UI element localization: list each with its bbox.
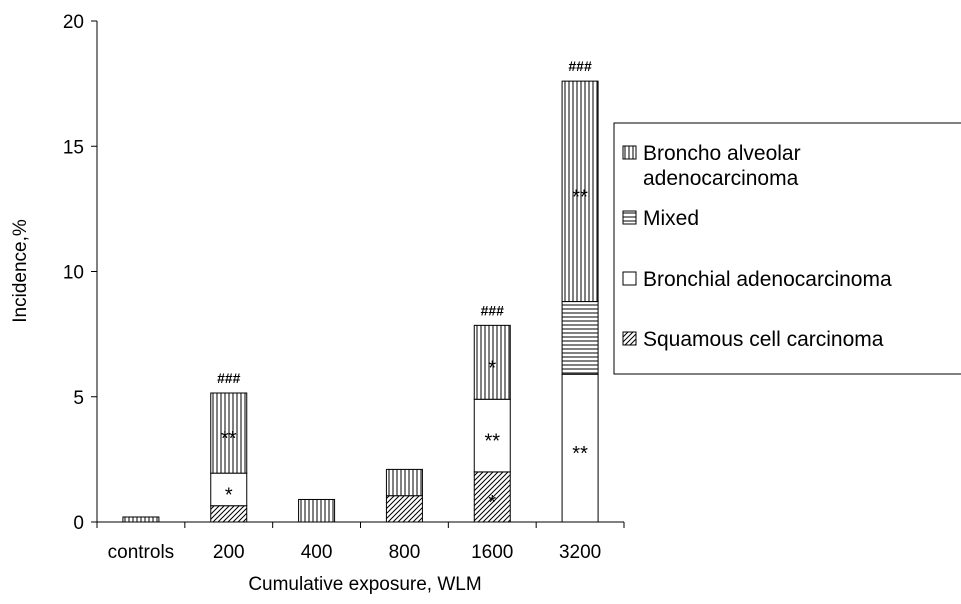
- significance-marker: **: [572, 443, 588, 465]
- legend-swatch: [622, 331, 637, 346]
- significance-marker: *: [225, 484, 233, 506]
- bar-segment: [561, 301, 599, 375]
- legend-label: Broncho alveolar: [643, 142, 801, 165]
- significance-marker: **: [221, 428, 237, 450]
- x-tick-label: 3200: [559, 542, 601, 563]
- legend-label: Mixed: [643, 207, 699, 230]
- bars: [122, 80, 599, 523]
- bar-segment: [210, 392, 248, 474]
- y-tick-label: 20: [63, 12, 84, 33]
- significance-marker: **: [484, 431, 500, 453]
- x-tick-label: 1600: [471, 542, 513, 563]
- legend-swatch: [622, 145, 637, 160]
- y-tick-label: 15: [63, 137, 84, 158]
- y-axis-title: Incidence,%: [10, 219, 31, 323]
- legend-box: [613, 122, 961, 375]
- x-axis: controls 200 400 800 1600 3200: [96, 521, 625, 563]
- annotations: ***********#########: [217, 58, 592, 514]
- x-tick-label: controls: [108, 542, 175, 563]
- bar-segment: [122, 516, 160, 523]
- bar-segment: [473, 471, 511, 523]
- y-axis: 0 5 10 15 20: [63, 12, 98, 534]
- bar-segment: [210, 472, 248, 507]
- bar-segment: [298, 498, 336, 523]
- legend-label: adenocarcinoma: [643, 167, 799, 190]
- x-tick-label: 800: [389, 542, 421, 563]
- legend-label: Squamous cell carcinoma: [643, 328, 884, 351]
- legend-swatch: [622, 271, 637, 286]
- total-significance-marker: ###: [568, 58, 592, 74]
- bar-segment: [561, 373, 599, 523]
- significance-marker: *: [488, 492, 496, 514]
- bar-segment: [561, 80, 599, 303]
- bar-segment: [473, 324, 511, 400]
- bar-segment: [385, 495, 423, 523]
- legend-label: Bronchial adenocarcinoma: [643, 268, 892, 291]
- x-tick-label: 200: [213, 542, 245, 563]
- bar-segment: [385, 468, 423, 497]
- y-tick-label: 10: [63, 263, 84, 284]
- total-significance-marker: ###: [217, 370, 241, 386]
- x-tick-label: 400: [301, 542, 333, 563]
- y-tick-label: 0: [73, 513, 84, 534]
- significance-marker: *: [488, 357, 496, 379]
- total-significance-marker: ###: [481, 302, 505, 318]
- y-tick-label: 5: [73, 388, 84, 409]
- significance-marker: **: [572, 186, 588, 208]
- bar-segment: [210, 505, 248, 523]
- bar-segment: [473, 398, 511, 473]
- x-axis-title: Cumulative exposure, WLM: [248, 574, 481, 595]
- legend-swatch: [622, 210, 637, 225]
